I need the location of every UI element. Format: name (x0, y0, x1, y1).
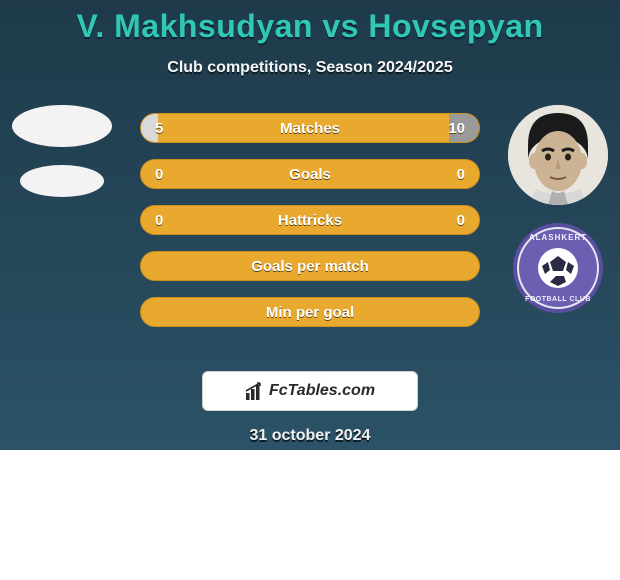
face-icon (508, 105, 608, 205)
club-name-top: ALASHKERT (529, 233, 587, 242)
subtitle: Club competitions, Season 2024/2025 (0, 59, 620, 77)
page-title: V. Makhsudyan vs Hovsepyan (0, 8, 620, 45)
club-name-bottom: FOOTBALL CLUB (525, 296, 591, 303)
stat-label: Hattricks (141, 206, 479, 234)
player-left-club-badge (20, 165, 104, 197)
stat-row: Goals per match (140, 251, 480, 281)
player-left-avatar (12, 105, 112, 147)
stat-row: 510Matches (140, 113, 480, 143)
player-right-avatar (508, 105, 608, 205)
stat-label: Goals per match (141, 252, 479, 280)
player-left-column (2, 105, 122, 197)
stat-row: Min per goal (140, 297, 480, 327)
player-right-club-badge: ALASHKERT FOOTBALL CLUB (513, 223, 603, 313)
player-right-column: ALASHKERT FOOTBALL CLUB (498, 105, 618, 313)
soccer-ball-icon (536, 246, 580, 290)
comparison-card: V. Makhsudyan vs Hovsepyan Club competit… (0, 0, 620, 450)
stat-row: 00Goals (140, 159, 480, 189)
footer-date: 31 october 2024 (0, 427, 620, 445)
stat-label: Matches (141, 114, 479, 142)
brand-text: FcTables.com (269, 382, 375, 400)
stat-rows: 510Matches 00Goals 00Hattricks Goals per ma… (140, 113, 480, 327)
brand-badge: FcTables.com (202, 371, 418, 411)
stat-label: Min per goal (141, 298, 479, 326)
bar-chart-icon (245, 381, 265, 401)
stat-row: 00Hattricks (140, 205, 480, 235)
stat-label: Goals (141, 160, 479, 188)
stats-area: ALASHKERT FOOTBALL CLUB 510Matches 00Goal… (0, 113, 620, 353)
